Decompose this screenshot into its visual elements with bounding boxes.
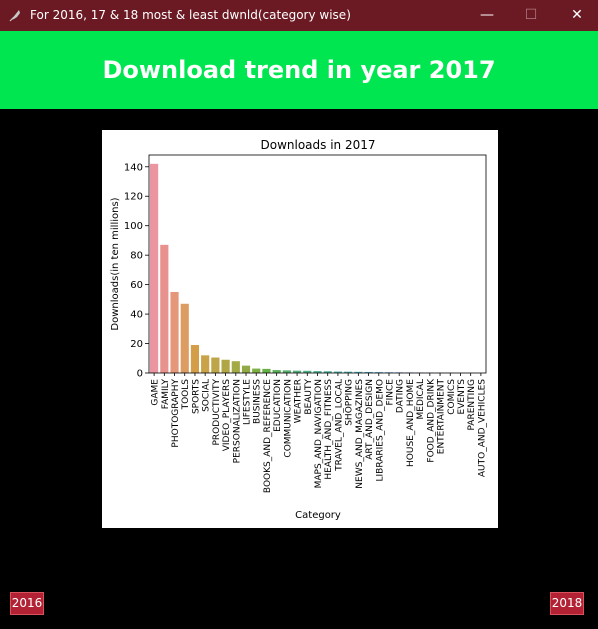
bar-shopping: [344, 371, 353, 373]
bar-communication: [282, 370, 291, 373]
x-tick-label: EDUCATION: [273, 379, 283, 432]
x-tick-label: SPORTS: [191, 379, 201, 414]
chart-title: Downloads in 2017: [260, 138, 375, 152]
bar-weather: [292, 370, 302, 373]
x-tick-label: FAMILY: [161, 379, 171, 410]
plot-area: [148, 154, 487, 374]
chart-frame: Downloads in 2017 Category Downloads(in …: [102, 130, 498, 528]
y-tick-label: 120: [124, 192, 143, 203]
bar-lifestyle: [241, 365, 251, 373]
y-tick-label: 60: [130, 280, 143, 291]
bar-art-and-design: [364, 371, 373, 373]
next-year-button[interactable]: 2018: [550, 592, 584, 615]
x-tick-label: LIFESTYLE: [243, 379, 253, 425]
feather-icon: [9, 10, 20, 22]
bar-travel-and-local: [333, 371, 343, 373]
x-tick-label: GAME: [151, 379, 161, 406]
bar-books-and-reference: [262, 368, 271, 373]
window-title: For 2016, 17 & 18 most & least dwnld(cat…: [30, 8, 351, 22]
bar-productivity: [211, 357, 220, 373]
y-tick-label: 100: [124, 221, 143, 232]
x-tick-label: ENTERTAINMENT: [437, 379, 447, 455]
x-tick-label: VIDEO_PLAYERS: [222, 379, 232, 452]
bar-maps-and-navigation: [313, 371, 322, 373]
x-tick-label: DATING: [396, 379, 406, 413]
x-tick-label: TRAVEL_AND_LOCAL: [334, 379, 344, 472]
x-tick-label: BUSINESS: [253, 379, 263, 424]
bar-news-and-magazines: [354, 371, 363, 373]
minimize-button[interactable]: —: [480, 7, 494, 23]
x-tick-label: WEATHER: [294, 379, 304, 423]
x-tick-label: PERSONALIZATION: [232, 379, 242, 463]
heading-banner: Download trend in year 2017: [0, 31, 598, 109]
x-tick-label: COMMUNICATION: [283, 379, 293, 458]
x-tick-label: COMICS: [447, 379, 457, 415]
y-tick-label: 40: [130, 310, 143, 321]
bar-tools: [180, 303, 189, 373]
prev-year-button[interactable]: 2016: [10, 592, 44, 615]
y-tick-label: 0: [137, 369, 143, 380]
bar-video-players: [221, 359, 230, 373]
x-tick-label: SHOPPING: [345, 379, 355, 426]
x-tick-label: FINCE: [385, 379, 395, 406]
bar-health-and-fitness: [323, 371, 332, 373]
bar-personalization: [231, 361, 240, 373]
x-tick-label: SOCIAL: [202, 379, 212, 412]
page-heading: Download trend in year 2017: [102, 56, 496, 84]
y-tick-label: 20: [130, 339, 143, 350]
x-tick-label: NEWS_AND_MAGAZINES: [355, 379, 365, 489]
x-tick-label: TOOLS: [181, 379, 191, 411]
x-tick-label: ART_AND_DESIGN: [365, 379, 375, 460]
bar-game: [150, 163, 159, 373]
x-tick-label: EVENTS: [457, 379, 467, 415]
bar-chart: Downloads in 2017 Category Downloads(in …: [110, 138, 487, 521]
bar-education: [272, 370, 281, 373]
bar-sports: [190, 345, 200, 373]
y-tick-label: 80: [130, 251, 143, 262]
window-titlebar: For 2016, 17 & 18 most & least dwnld(cat…: [0, 0, 598, 31]
bar-photography: [170, 291, 179, 373]
x-tick-label: HOUSE_AND_HOME: [406, 379, 416, 467]
y-axis-label: Downloads(in ten millions): [110, 197, 121, 330]
x-tick-label: BEAUTY: [304, 379, 314, 415]
bar-beauty: [303, 370, 312, 373]
close-button[interactable]: ✕: [571, 7, 583, 23]
x-tick-label: AUTO_AND_VEHICLES: [477, 379, 487, 477]
x-axis-label: Category: [295, 510, 341, 521]
x-tick-label: PARENTING: [467, 379, 477, 431]
bar-libraries-and-demo: [374, 372, 383, 373]
x-tick-label: HEALTH_AND_FITNESS: [324, 379, 334, 480]
x-tick-label: BOOKS_AND_REFERENCE: [263, 379, 273, 493]
x-tick-label: PHOTOGRAPHY: [171, 379, 181, 448]
x-tick-label: LIBRARIES_AND_DEMO: [375, 379, 385, 481]
x-tick-label: FOOD_AND_DRINK: [426, 378, 436, 463]
maximize-button[interactable]: ☐: [524, 7, 538, 23]
x-tick-label: MEDICAL: [416, 379, 426, 420]
bar-social: [201, 355, 210, 373]
bar-business: [252, 368, 261, 373]
x-tick-label: MAPS_AND_NAVIGATION: [314, 379, 324, 488]
bar-family: [160, 244, 169, 373]
x-tick-label: PRODUCTIVITY: [212, 379, 222, 446]
y-tick-label: 140: [124, 162, 143, 173]
